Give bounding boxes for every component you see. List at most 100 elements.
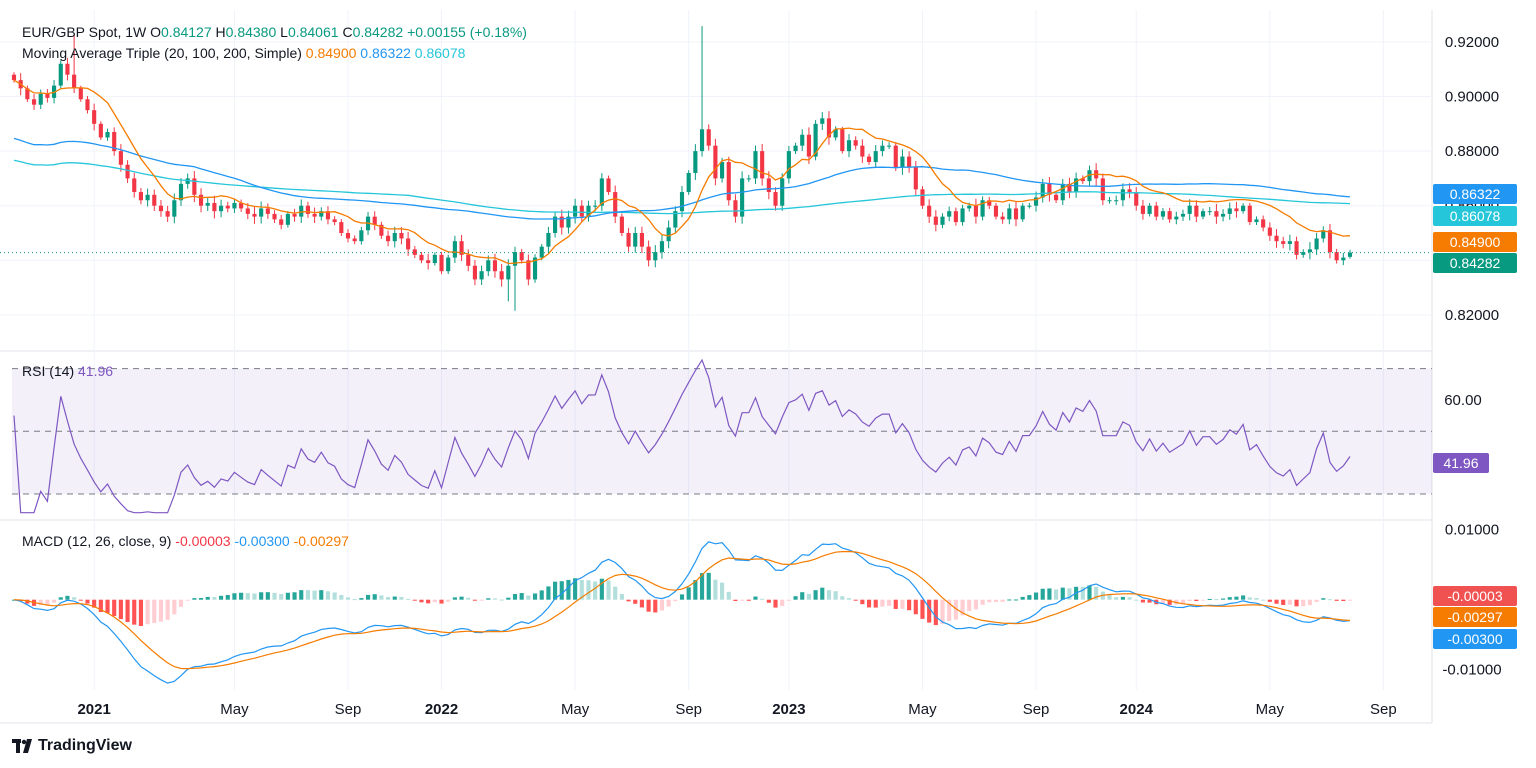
macd-histogram-bar	[1040, 588, 1045, 600]
macd-histogram-bar	[399, 596, 404, 600]
macd-histogram-bar	[105, 599, 110, 614]
candle-body	[1187, 205, 1192, 214]
candle-body	[11, 74, 17, 81]
macd-histogram-bar	[332, 592, 337, 600]
candle-body	[947, 211, 952, 217]
macd-histogram-bar	[92, 599, 97, 608]
candle-body	[412, 249, 417, 255]
candle-body	[840, 129, 845, 152]
candle-body	[933, 216, 938, 225]
candle-body	[379, 224, 384, 236]
candle-body	[646, 246, 651, 261]
low-value: 0.84061	[287, 24, 339, 40]
candle-body	[1267, 227, 1272, 236]
candle-body	[873, 151, 878, 163]
candle-body	[746, 178, 751, 180]
candle-body	[245, 208, 250, 214]
candle-body	[813, 123, 818, 157]
candle-body	[31, 99, 37, 105]
candle-body	[506, 265, 511, 280]
macd-histogram-bar	[1327, 599, 1333, 601]
ma20-value: 0.84900	[305, 45, 357, 61]
rsi-axis-label: 60.00	[1444, 392, 1482, 409]
candle-body	[45, 93, 50, 98]
candle-body	[1140, 205, 1145, 214]
macd-histogram-bar	[553, 581, 558, 600]
macd-histogram-bar	[212, 597, 217, 600]
macd-histogram-bar	[412, 599, 417, 601]
macd-histogram-bar	[492, 598, 498, 600]
candle-body	[1274, 235, 1279, 242]
candle-body	[145, 194, 150, 201]
macd-histogram-bar	[846, 598, 852, 600]
macd-histogram-bar	[699, 573, 705, 600]
candle-body	[426, 260, 431, 264]
macd-histogram-bar	[806, 593, 811, 600]
macd-histogram-bar	[1281, 599, 1286, 605]
change-value: +0.00155 (+0.18%)	[407, 24, 527, 40]
macd-histogram-bar	[138, 599, 143, 626]
macd-histogram-bar	[746, 599, 751, 601]
macd-histogram-bar	[499, 599, 504, 601]
candle-body	[1294, 241, 1299, 255]
macd-histogram-bar	[98, 599, 103, 613]
last-price-tag: 0.84282	[1433, 253, 1517, 273]
candle-body	[472, 265, 477, 280]
candle-body	[198, 194, 204, 206]
rsi-legend-label: RSI (14)	[22, 363, 75, 379]
candle-body	[178, 183, 184, 201]
macd-histogram-bar	[339, 595, 344, 600]
candle-body	[706, 129, 711, 146]
candle-body	[406, 238, 411, 250]
macd-histogram-bar	[920, 599, 925, 619]
macd-histogram-bar	[372, 594, 377, 600]
candle-body	[699, 129, 705, 152]
macd-histogram-bar	[72, 597, 77, 600]
macd-legend-label: MACD (12, 26, close, 9)	[22, 533, 172, 549]
candle-body	[619, 216, 624, 234]
ma100-line	[13, 137, 1351, 220]
candle-body	[1067, 183, 1072, 193]
macd-signal-value: -0.00297	[293, 533, 349, 549]
tradingview-brand: TradingView	[38, 737, 132, 754]
time-axis-label: Sep	[675, 701, 702, 718]
candle-body	[1207, 211, 1212, 213]
candle-body	[272, 213, 277, 220]
macd-histogram-bar	[185, 599, 190, 601]
macd-histogram-bar	[1160, 599, 1166, 605]
candle-body	[673, 211, 678, 228]
macd-histogram-bar	[426, 599, 431, 604]
candle-body	[579, 205, 584, 217]
rsi-line	[13, 358, 1351, 514]
candle-body	[72, 74, 77, 89]
macd-histogram-bar	[58, 597, 63, 600]
candle-body	[259, 208, 264, 217]
macd-histogram-bar	[1033, 592, 1039, 600]
candle-body	[532, 257, 538, 280]
tradingview-logo[interactable]: TradingView	[12, 737, 132, 755]
candle-body	[125, 164, 130, 179]
macd-axis-label: 0.01000	[1445, 522, 1499, 539]
candle-body	[659, 241, 665, 253]
candle-body	[452, 241, 457, 258]
macd-histogram-bar	[392, 596, 397, 600]
candle-body	[880, 145, 885, 152]
macd-histogram-bar	[506, 597, 511, 600]
symbol-title: EUR/GBP Spot, 1W	[22, 24, 147, 40]
candle-body	[800, 134, 805, 146]
candle-body	[499, 271, 504, 280]
macd-histogram-bar	[733, 599, 738, 602]
macd-histogram-bar	[466, 597, 471, 600]
macd-histogram-bar	[1047, 588, 1052, 600]
candle-body	[332, 219, 337, 223]
macd-histogram-bar	[1267, 599, 1272, 602]
macd-histogram-bar	[927, 599, 932, 623]
macd-histogram-bar	[713, 579, 718, 600]
candle-body	[720, 162, 725, 179]
candle-body	[419, 254, 424, 261]
candle-body	[1087, 170, 1092, 182]
candle-body	[1054, 194, 1059, 201]
macd-histogram-bar	[980, 599, 985, 605]
macd-histogram-bar	[158, 599, 164, 622]
candle-body	[973, 205, 978, 217]
